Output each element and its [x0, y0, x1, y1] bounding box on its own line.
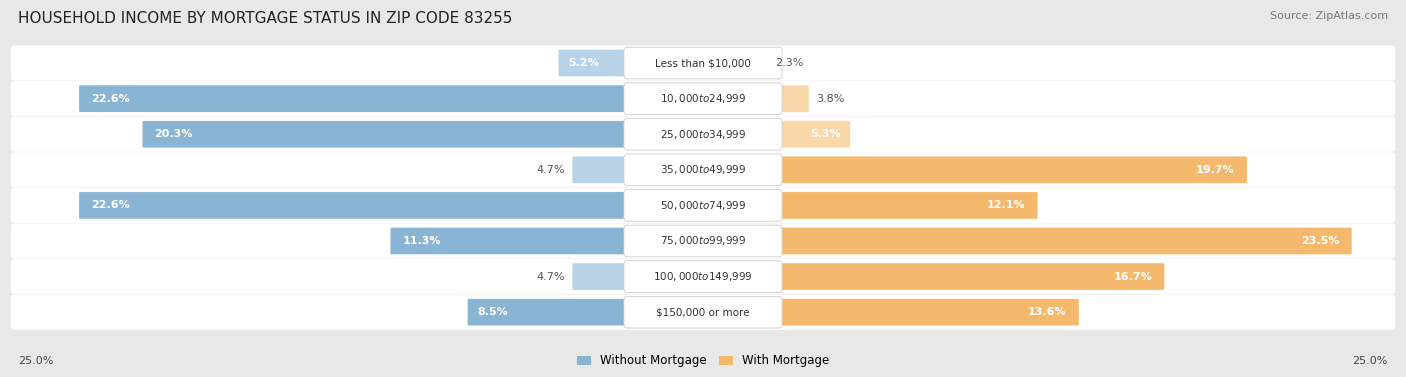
FancyBboxPatch shape [624, 261, 782, 293]
FancyBboxPatch shape [11, 188, 1395, 223]
Text: 20.3%: 20.3% [155, 129, 193, 139]
Text: 3.8%: 3.8% [815, 93, 845, 104]
Text: $35,000 to $49,999: $35,000 to $49,999 [659, 163, 747, 176]
Text: $150,000 or more: $150,000 or more [657, 307, 749, 317]
FancyBboxPatch shape [11, 259, 1395, 294]
FancyBboxPatch shape [624, 296, 782, 328]
Text: 11.3%: 11.3% [402, 236, 441, 246]
Text: $50,000 to $74,999: $50,000 to $74,999 [659, 199, 747, 212]
FancyBboxPatch shape [702, 192, 1038, 219]
Text: $10,000 to $24,999: $10,000 to $24,999 [659, 92, 747, 105]
FancyBboxPatch shape [142, 121, 704, 147]
Text: 8.5%: 8.5% [477, 307, 508, 317]
FancyBboxPatch shape [572, 263, 704, 290]
Text: 25.0%: 25.0% [1353, 356, 1388, 366]
Text: 2.3%: 2.3% [775, 58, 803, 68]
FancyBboxPatch shape [11, 224, 1395, 259]
FancyBboxPatch shape [468, 299, 704, 325]
FancyBboxPatch shape [391, 228, 704, 254]
FancyBboxPatch shape [624, 47, 782, 79]
FancyBboxPatch shape [558, 50, 704, 77]
FancyBboxPatch shape [702, 121, 851, 147]
Text: 23.5%: 23.5% [1301, 236, 1340, 246]
FancyBboxPatch shape [11, 294, 1395, 330]
FancyBboxPatch shape [572, 156, 704, 183]
FancyBboxPatch shape [624, 83, 782, 115]
Text: 19.7%: 19.7% [1197, 165, 1234, 175]
FancyBboxPatch shape [624, 154, 782, 185]
Text: 4.7%: 4.7% [537, 271, 565, 282]
FancyBboxPatch shape [702, 50, 768, 77]
FancyBboxPatch shape [702, 263, 1164, 290]
Text: HOUSEHOLD INCOME BY MORTGAGE STATUS IN ZIP CODE 83255: HOUSEHOLD INCOME BY MORTGAGE STATUS IN Z… [18, 11, 513, 26]
FancyBboxPatch shape [11, 81, 1395, 116]
FancyBboxPatch shape [11, 152, 1395, 187]
Text: 13.6%: 13.6% [1028, 307, 1067, 317]
FancyBboxPatch shape [624, 190, 782, 221]
Text: 22.6%: 22.6% [91, 93, 129, 104]
FancyBboxPatch shape [702, 156, 1247, 183]
Text: 5.2%: 5.2% [568, 58, 599, 68]
Text: $25,000 to $34,999: $25,000 to $34,999 [659, 128, 747, 141]
Text: Source: ZipAtlas.com: Source: ZipAtlas.com [1270, 11, 1388, 21]
FancyBboxPatch shape [79, 192, 704, 219]
FancyBboxPatch shape [624, 225, 782, 257]
FancyBboxPatch shape [702, 299, 1078, 325]
Text: 12.1%: 12.1% [987, 201, 1025, 210]
Text: $100,000 to $149,999: $100,000 to $149,999 [654, 270, 752, 283]
Text: 22.6%: 22.6% [91, 201, 129, 210]
Text: $75,000 to $99,999: $75,000 to $99,999 [659, 234, 747, 247]
FancyBboxPatch shape [11, 45, 1395, 81]
FancyBboxPatch shape [702, 85, 808, 112]
Text: 5.3%: 5.3% [810, 129, 841, 139]
Text: 25.0%: 25.0% [18, 356, 53, 366]
Text: 4.7%: 4.7% [537, 165, 565, 175]
Text: Less than $10,000: Less than $10,000 [655, 58, 751, 68]
FancyBboxPatch shape [702, 228, 1351, 254]
Text: 16.7%: 16.7% [1114, 271, 1152, 282]
Legend: Without Mortgage, With Mortgage: Without Mortgage, With Mortgage [576, 354, 830, 367]
FancyBboxPatch shape [79, 85, 704, 112]
FancyBboxPatch shape [624, 118, 782, 150]
FancyBboxPatch shape [11, 116, 1395, 152]
